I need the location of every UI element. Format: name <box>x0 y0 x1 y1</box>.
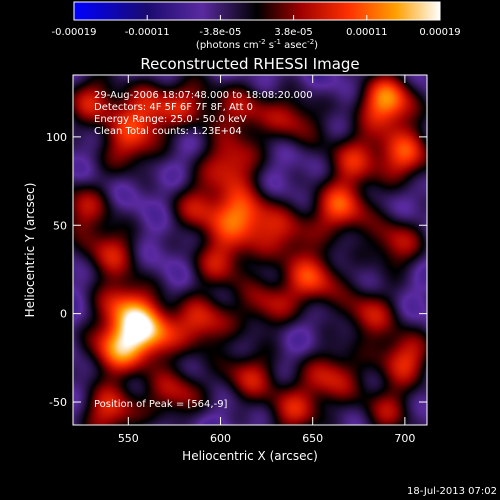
chart-title: Reconstructed RHESSI Image <box>140 55 359 73</box>
x-tick-label: 700 <box>394 432 415 445</box>
colorbar-tick-label: 3.8e-05 <box>274 27 312 38</box>
y-axis-ticks: -50 0 50 100 <box>46 131 427 409</box>
colorbar-tick-labels: -0.00019 -0.00011 -3.8e-05 3.8e-05 0.00011 0.… <box>52 27 461 38</box>
heatmap-image <box>73 75 427 425</box>
annotation-energy-range: Energy Range: 25.0 - 50.0 keV <box>94 114 247 125</box>
colorbar <box>73 1 441 21</box>
footer-timestamp: 18-Jul-2013 07:02 <box>407 486 497 497</box>
x-tick-label: 550 <box>118 432 139 445</box>
colorbar-tick-label: -0.00019 <box>52 27 97 38</box>
colorbar-tick-label: 0.00019 <box>419 27 460 38</box>
annotation-peak-position: Position of Peak = [564,-9] <box>94 399 228 410</box>
plot-frame <box>72 74 428 426</box>
annotation-time-range: 29-Aug-2006 18:07:48.000 to 18:08:20.000 <box>94 90 313 101</box>
colorbar-tick-label: 0.00011 <box>346 27 387 38</box>
colorbar-ticks <box>73 15 441 20</box>
y-axis-label: Heliocentric Y (arcsec) <box>23 183 37 318</box>
x-axis-ticks: 550 600 650 700 <box>118 75 415 445</box>
annotation-detectors: Detectors: 4F 5F 6F 7F 8F, Att 0 <box>94 102 253 113</box>
x-tick-label: 600 <box>210 432 231 445</box>
colorbar-tick-label: -3.8e-05 <box>199 27 241 38</box>
y-tick-label: 100 <box>46 131 67 144</box>
annotation-clean-counts: Clean Total counts: 1.23E+04 <box>94 126 242 137</box>
y-tick-label: -50 <box>49 396 67 409</box>
x-axis-label: Heliocentric X (arcsec) <box>182 449 318 463</box>
x-tick-label: 650 <box>302 432 323 445</box>
y-tick-label: 0 <box>60 308 67 321</box>
colorbar-unit-label: (photons cm-2 s-1 asec-2) <box>196 38 318 51</box>
colorbar-tick-label: -0.00011 <box>125 27 170 38</box>
y-tick-label: 50 <box>53 219 67 232</box>
